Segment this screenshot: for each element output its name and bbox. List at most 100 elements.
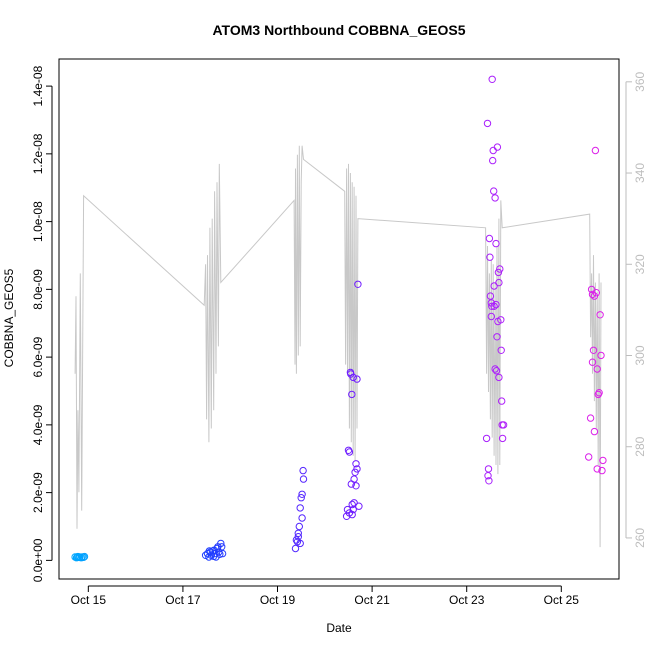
axes-layer: Oct 15 Oct 17 Oct 19 Oct 21 Oct 23 Oct 25 0.0e…	[31, 65, 647, 607]
data-point	[588, 358, 597, 366]
data-point	[297, 494, 305, 502]
y2-tick-label: 300	[633, 345, 647, 365]
y2-tick-label: 340	[633, 163, 647, 183]
data-point	[487, 312, 495, 321]
data-point	[486, 253, 494, 261]
x-tick-label: Oct 25	[544, 593, 580, 607]
y2-tick-label: 360	[633, 71, 647, 91]
data-point	[498, 434, 507, 443]
data-point	[294, 533, 302, 541]
data-point	[488, 302, 496, 310]
data-point	[296, 539, 304, 548]
data-point	[345, 448, 354, 456]
data-point	[353, 465, 361, 473]
data-point	[350, 475, 358, 483]
data-point	[490, 187, 498, 195]
data-point	[490, 302, 498, 310]
data-point	[586, 414, 595, 422]
data-point	[354, 280, 362, 288]
data-point	[489, 146, 497, 155]
data-point	[483, 119, 492, 128]
data-point	[596, 311, 604, 319]
data-point	[218, 543, 226, 551]
data-point	[210, 546, 218, 554]
y-tick-label: 0.0e+00	[31, 538, 45, 582]
data-point	[294, 529, 302, 537]
data-point	[355, 502, 363, 510]
x-axis-label: Date	[326, 621, 352, 635]
y-tick-label: 6.0e-09	[31, 336, 45, 377]
y-tick-label: 1.4e-08	[31, 65, 45, 106]
data-point	[218, 549, 227, 558]
data-point	[485, 234, 494, 243]
data-point	[593, 465, 601, 473]
data-point	[482, 434, 491, 443]
altitude-line	[74, 145, 602, 548]
data-point	[493, 333, 501, 341]
x-tick-label: Oct 21	[354, 593, 390, 607]
data-point	[599, 456, 607, 465]
x-tick-label: Oct 19	[260, 593, 296, 607]
data-point	[348, 500, 356, 509]
data-point	[496, 265, 504, 273]
y-tick-label: 4.0e-09	[31, 404, 45, 445]
data-point	[588, 290, 597, 299]
data-point	[295, 522, 303, 531]
y-tick-label: 8.0e-09	[31, 269, 45, 310]
y-axis-label: COBBNA_GEOS5	[2, 268, 16, 367]
data-point	[298, 490, 306, 498]
data-point	[590, 427, 599, 436]
data-point	[589, 346, 598, 354]
data-point	[591, 146, 600, 155]
altitude-line-layer	[74, 145, 602, 548]
data-point	[585, 453, 593, 461]
y-tick-label: 1.2e-08	[31, 133, 45, 174]
x-tick-label: Oct 23	[449, 593, 485, 607]
data-point	[598, 466, 606, 475]
data-point	[488, 75, 496, 84]
data-point	[352, 460, 360, 468]
chart-title: ATOM3 Northbound COBBNA_GEOS5	[212, 22, 465, 38]
y2-tick-label: 260	[633, 528, 647, 548]
data-point	[350, 499, 358, 507]
data-point	[498, 397, 506, 405]
data-point	[491, 365, 499, 373]
data-point	[80, 552, 89, 561]
data-point	[492, 300, 500, 309]
data-point	[495, 373, 503, 382]
data-point	[485, 477, 493, 485]
data-point	[490, 282, 498, 290]
data-point	[492, 239, 500, 248]
data-point	[349, 373, 357, 382]
data-point	[217, 539, 225, 548]
data-point	[73, 553, 81, 561]
data-point	[348, 390, 356, 399]
data-point	[345, 509, 354, 517]
data-point	[497, 346, 505, 354]
data-point	[299, 466, 307, 475]
data-point	[593, 365, 601, 373]
data-point	[205, 547, 214, 555]
data-point	[499, 421, 508, 429]
data-point	[489, 156, 497, 165]
data-point	[497, 316, 505, 324]
data-point	[296, 504, 304, 512]
y2-tick-label: 320	[633, 254, 647, 274]
data-point-layer	[71, 75, 607, 562]
data-point	[595, 389, 603, 397]
data-point	[590, 292, 599, 300]
data-point	[298, 514, 306, 522]
data-point	[484, 465, 493, 473]
x-tick-label: Oct 15	[71, 593, 107, 607]
x-tick-label: Oct 17	[165, 593, 201, 607]
data-point	[291, 544, 300, 553]
y2-tick-label: 280	[633, 436, 647, 456]
data-point	[299, 475, 308, 483]
data-point	[492, 367, 501, 375]
data-point	[597, 351, 605, 360]
y-tick-label: 1.0e-08	[31, 201, 45, 242]
data-point	[352, 482, 360, 490]
data-point	[353, 375, 361, 383]
data-point	[495, 278, 503, 287]
